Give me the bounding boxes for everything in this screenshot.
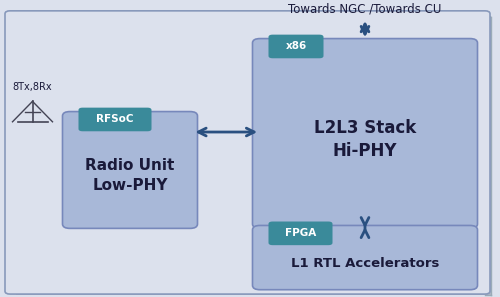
FancyBboxPatch shape [268, 222, 332, 245]
Text: L1 RTL Accelerators: L1 RTL Accelerators [291, 257, 439, 270]
Text: 8Tx,8Rx: 8Tx,8Rx [12, 82, 52, 92]
Text: x86: x86 [286, 42, 306, 51]
FancyBboxPatch shape [252, 39, 478, 228]
FancyBboxPatch shape [16, 17, 491, 295]
FancyBboxPatch shape [268, 35, 324, 58]
FancyBboxPatch shape [62, 112, 198, 228]
Text: Radio Unit
Low-PHY: Radio Unit Low-PHY [86, 158, 174, 193]
FancyBboxPatch shape [252, 225, 478, 290]
Text: FPGA: FPGA [285, 228, 316, 238]
Text: L2L3 Stack
Hi-PHY: L2L3 Stack Hi-PHY [314, 119, 416, 160]
FancyBboxPatch shape [78, 108, 152, 131]
FancyBboxPatch shape [5, 11, 490, 294]
Text: Towards NGC /Towards CU: Towards NGC /Towards CU [288, 2, 442, 15]
Text: RFSoC: RFSoC [96, 114, 134, 124]
